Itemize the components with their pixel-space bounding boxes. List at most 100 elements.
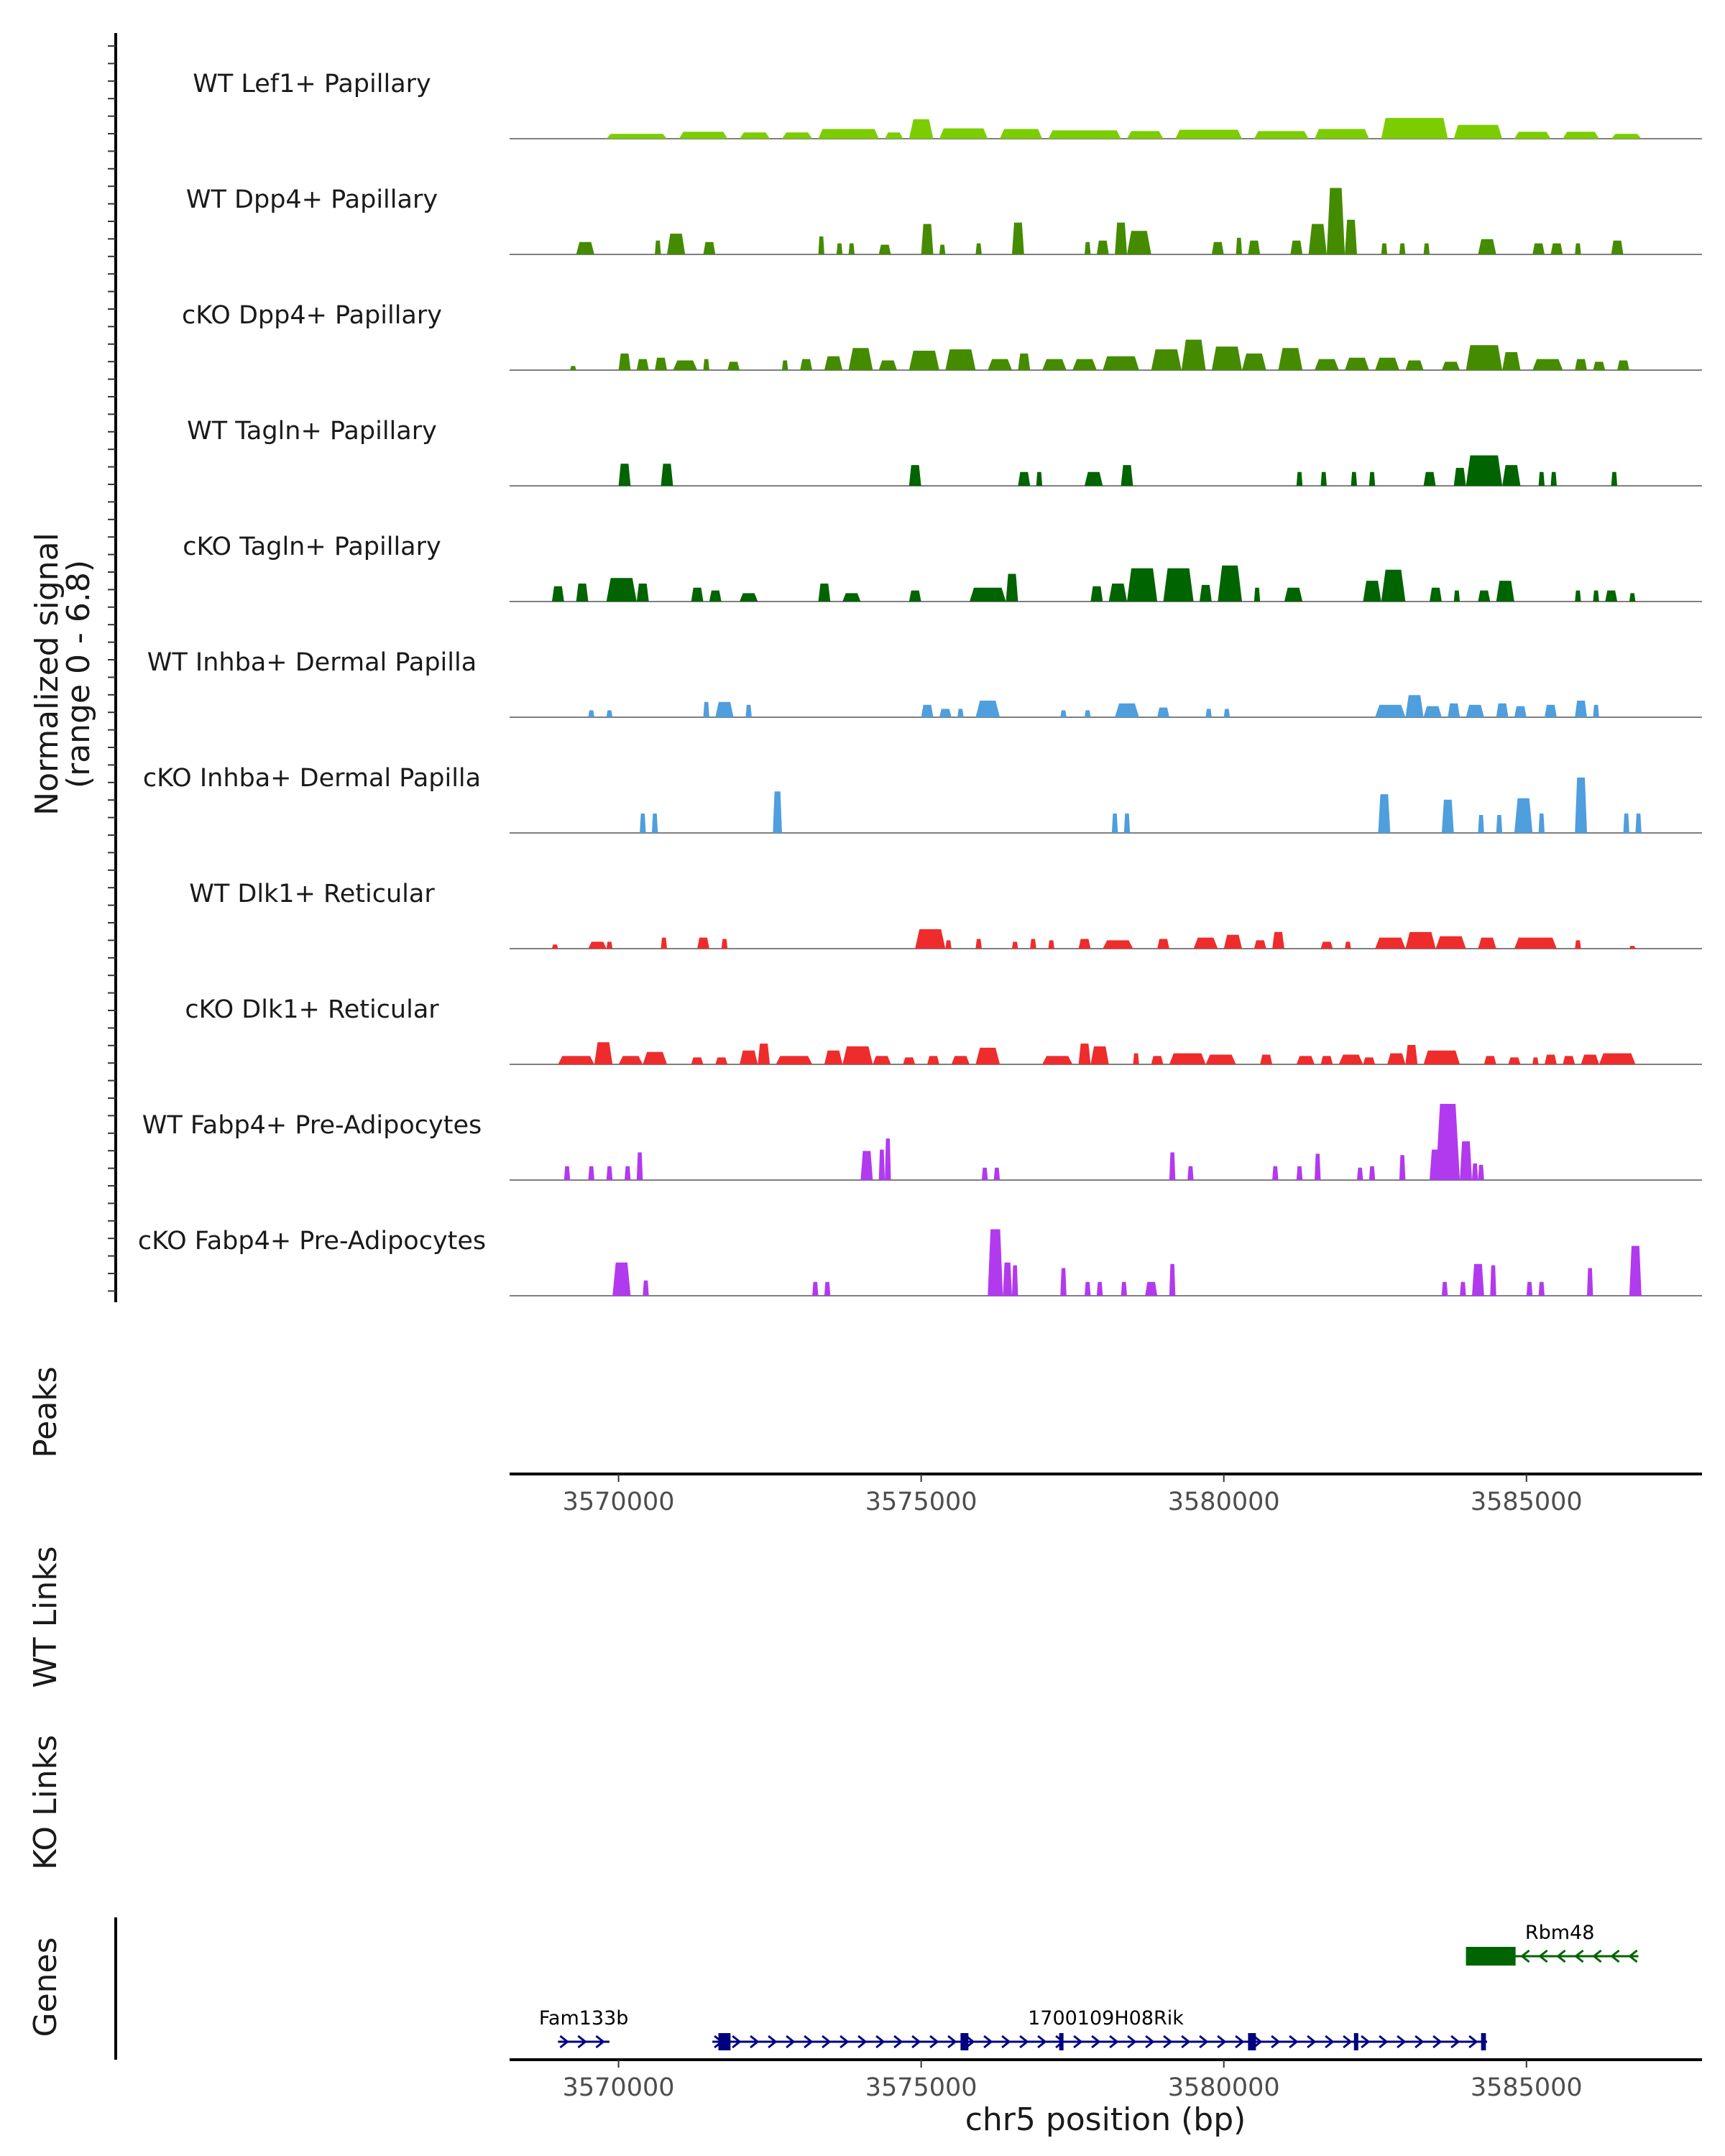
strand-chevron — [1397, 2035, 1407, 2049]
coverage-peak — [1085, 710, 1091, 717]
coverage-peak — [1115, 222, 1127, 254]
gene-exon — [1481, 2033, 1486, 2050]
coverage-peak — [860, 1151, 873, 1180]
strand-chevron — [1253, 2035, 1263, 2049]
coverage-peak — [1133, 1053, 1139, 1064]
coverage-peak — [1593, 590, 1599, 602]
coverage-peak — [1514, 132, 1551, 139]
coverage-peak — [1532, 1057, 1539, 1064]
coverage-peak — [1254, 940, 1266, 949]
coverage-peak — [1378, 794, 1391, 833]
coverage-peak — [975, 243, 982, 254]
coverage-peak — [551, 586, 564, 602]
coverage-peak — [878, 1149, 886, 1180]
track-label: cKO Dlk1+ Reticular — [185, 995, 439, 1024]
coverage-peak — [1085, 241, 1091, 254]
coverage-peak — [1611, 471, 1618, 486]
x-tick-label: 3580000 — [1168, 1488, 1280, 1516]
gene-models: Fam133b 1700109H08Rik Rbm48 — [539, 1922, 1639, 2050]
coverage-peak — [1423, 1050, 1460, 1064]
track-4: WT Tagln+ Papillary — [187, 417, 1702, 487]
coverage-peak — [1453, 124, 1503, 139]
coverage-peak — [945, 349, 976, 370]
coverage-peak — [661, 464, 673, 486]
coverage-peak — [993, 1167, 1000, 1180]
coverage-peak — [1169, 1053, 1206, 1064]
strand-chevron — [983, 2035, 993, 2049]
coverage-peak — [618, 353, 631, 370]
strand-chevron — [822, 2035, 832, 2049]
genes-x-ticks: 3570000 3575000 3580000 3585000 — [563, 2060, 1583, 2102]
coverage-peak — [588, 1166, 594, 1180]
coverage-peak — [1000, 129, 1043, 139]
coverage-peak — [1187, 1166, 1194, 1180]
coverage-peak — [570, 366, 576, 370]
coverage-peak — [1042, 359, 1067, 370]
coverage-peak — [612, 1262, 631, 1296]
track-label: WT Lef1+ Papillary — [193, 70, 431, 98]
strand-chevron — [786, 2035, 796, 2049]
coverage-peak — [1496, 581, 1514, 602]
coverage-peak — [1012, 222, 1024, 254]
coverage-peak — [1575, 590, 1581, 602]
coverage-peak — [1545, 704, 1557, 717]
strand-chevron — [1325, 2035, 1335, 2049]
coverage-peak — [758, 1044, 770, 1064]
strand-chevron — [1289, 2035, 1299, 2049]
strand-chevron — [1181, 2035, 1191, 2049]
track-label: WT Dpp4+ Papillary — [186, 185, 438, 214]
coverage-peak — [1127, 131, 1164, 139]
coverage-peak — [878, 360, 897, 370]
x-tick-label: 3570000 — [563, 1488, 675, 1516]
coverage-peak — [878, 244, 891, 254]
coverage-peak — [1103, 940, 1133, 949]
gene-exon — [1353, 2033, 1358, 2050]
coverage-peak — [1538, 814, 1545, 833]
track-label: cKO Inhba+ Dermal Papilla — [143, 764, 481, 793]
strand-chevron — [1217, 2035, 1227, 2049]
coverage-peak — [1169, 1152, 1176, 1180]
coverage-y-ticks — [108, 45, 116, 1292]
coverage-peak — [800, 359, 813, 370]
coverage-peak — [1163, 568, 1194, 602]
coverage-peak — [1478, 239, 1496, 254]
coverage-peak — [1345, 357, 1369, 370]
coverage-peak — [1629, 1245, 1642, 1296]
coverage-peak — [606, 134, 667, 139]
strand-chevron — [1468, 2035, 1478, 2049]
coverage-peak — [1575, 940, 1581, 949]
coverage-peak — [1012, 941, 1018, 949]
coverage-peak — [691, 1057, 704, 1064]
coverage-peak — [1236, 237, 1242, 254]
coverage-peak — [1018, 471, 1031, 486]
coverage-peak — [1254, 587, 1261, 602]
strand-chevron — [595, 2035, 605, 2049]
coverage-peak — [1514, 706, 1527, 717]
coverage-peak — [1345, 941, 1351, 949]
coverage-peak — [1260, 1054, 1273, 1064]
strand-chevron — [840, 2035, 850, 2049]
coverage-peak — [1375, 937, 1406, 949]
track-label: cKO Dpp4+ Papillary — [182, 301, 442, 330]
coverage-peak — [1550, 243, 1563, 254]
gene-label: Rbm48 — [1525, 1922, 1595, 1944]
coverage-peak — [1060, 710, 1067, 717]
track-7: cKO Inhba+ Dermal Papilla — [143, 764, 1702, 834]
track-label: WT Inhba+ Dermal Papilla — [147, 648, 477, 677]
coverage-peak — [1218, 565, 1242, 602]
coverage-peak — [625, 1166, 631, 1180]
coverage-peak — [636, 359, 649, 370]
strand-chevron — [1271, 2035, 1281, 2049]
coverage-peak — [1169, 1263, 1176, 1296]
coverage-peak — [727, 361, 740, 370]
coverage-peak — [908, 119, 934, 139]
coverage-peak — [715, 1057, 728, 1064]
gene-Rbm48: Rbm48 — [1466, 1922, 1639, 1966]
coverage-peak — [1030, 939, 1036, 949]
coverage-peak — [1466, 455, 1503, 486]
x-tick-label: 3575000 — [865, 1488, 978, 1516]
coverage-peak — [678, 132, 728, 139]
coverage-peak — [1399, 243, 1406, 254]
wt-links-panel-label: WT Links — [27, 1546, 64, 1687]
coverage-peak — [667, 234, 686, 254]
